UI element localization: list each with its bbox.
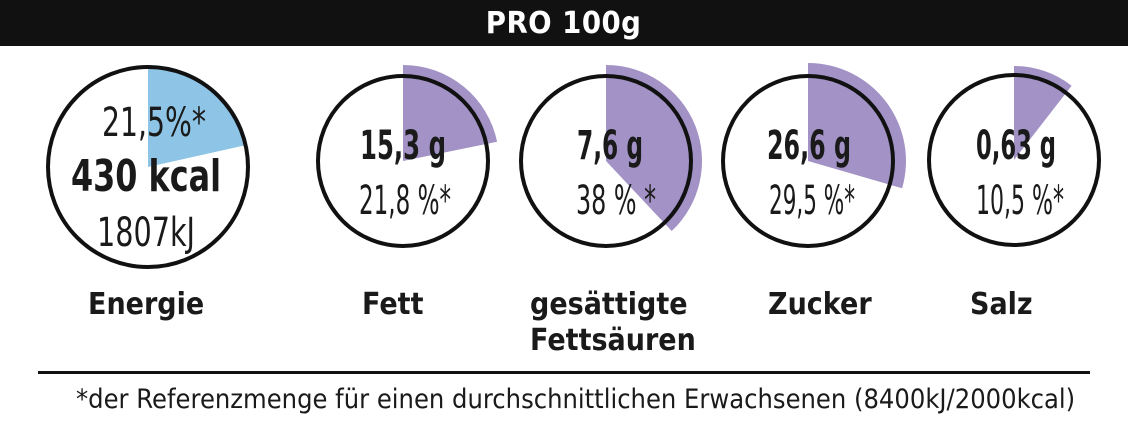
gesaettigte-amount-text: 7,6 g: [577, 123, 643, 169]
gesaettigte-percent-wedge: [606, 65, 703, 231]
footnote-text: *der Referenzmenge für einen durchschnit…: [76, 384, 1076, 415]
zucker-percent-wedge: [808, 63, 906, 189]
label-fettsaeuren: Fettsäuren: [530, 323, 696, 358]
nutrient-fett: 15,3 g 21,8 %*: [316, 64, 498, 248]
gesaettigte-circle: [519, 74, 693, 248]
energie-percent-wedge: [148, 65, 248, 167]
salz-percent-text: 10,5 %*: [976, 178, 1064, 224]
zucker-percent-text: 29,5 %*: [769, 178, 855, 224]
label-energie: Energie: [88, 287, 205, 322]
label-zucker: Zucker: [768, 287, 872, 322]
salz-amount-text: 0,63 g: [976, 123, 1056, 169]
fett-percent-text: 21,8 %*: [359, 178, 451, 224]
energie-circle: [46, 65, 250, 269]
nutrient-gesaettigte: 7,6 g 38 % *: [519, 65, 703, 248]
energie-kj-text: 1807kJ: [97, 210, 195, 256]
salz-circle: [927, 73, 1101, 247]
label-gesaettigte: gesättigte: [530, 287, 688, 322]
zucker-amount-text: 26,6 g: [767, 123, 851, 169]
fett-circle: [316, 74, 490, 248]
header-bar: PRO 100g: [0, 0, 1128, 46]
fett-amount-text: 15,3 g: [360, 123, 446, 169]
header-title: PRO 100g: [486, 5, 642, 41]
label-salz: Salz: [970, 287, 1033, 322]
footnote-divider: [38, 371, 1090, 374]
gesaettigte-percent-text: 38 % *: [576, 178, 656, 224]
nutrient-energie: 21,5%* 430 kcal 1807kJ: [46, 65, 250, 269]
nutrient-salz: 0,63 g 10,5 %*: [927, 65, 1101, 247]
salz-percent-wedge: [1014, 65, 1072, 160]
label-fett: Fett: [362, 287, 424, 322]
energie-percent-text: 21,5%*: [102, 100, 206, 146]
fett-percent-wedge: [403, 64, 498, 161]
energie-kcal-text: 430 kcal: [71, 151, 221, 202]
zucker-circle: [721, 74, 895, 248]
nutrient-zucker: 26,6 g 29,5 %*: [721, 63, 906, 248]
